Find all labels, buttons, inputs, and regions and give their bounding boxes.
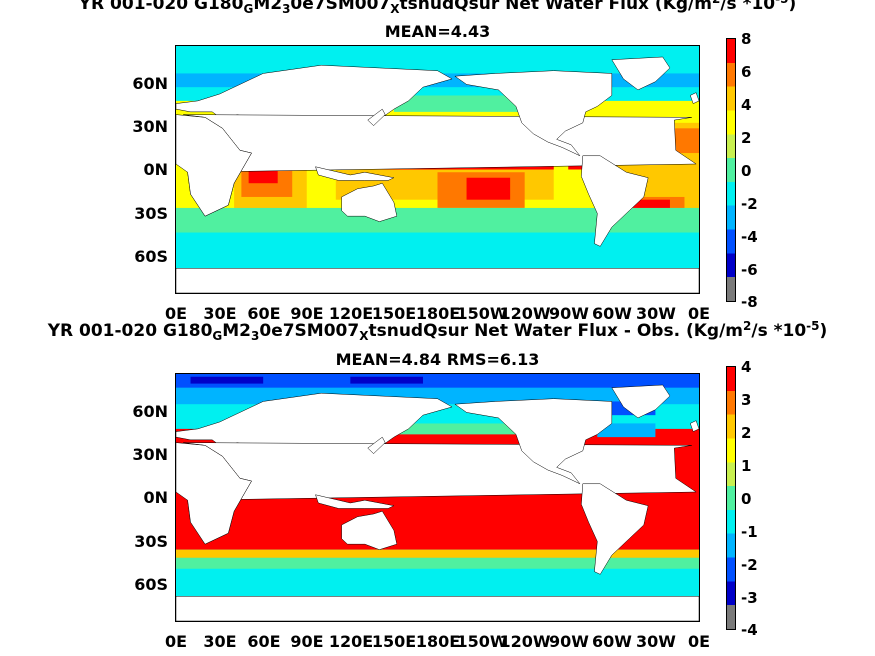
lon-label: 120E	[328, 632, 374, 651]
lon-label: 60W	[592, 304, 632, 323]
panel2-lat-label: 30S	[134, 532, 168, 551]
colorbar-tick: -1	[741, 523, 758, 541]
land-africa-east	[176, 115, 252, 217]
colorbar-tick: -2	[741, 556, 758, 574]
colorbar-tick: 2	[741, 129, 752, 147]
land-japan	[368, 109, 385, 125]
lon-label: 0E	[687, 304, 711, 323]
panel2-lat-label: 60N	[132, 402, 168, 421]
lon-label: 150W	[456, 304, 508, 323]
land-antarctica	[176, 268, 699, 293]
lon-label: 180E	[415, 304, 461, 323]
colorbar-tick: 0	[741, 490, 752, 508]
land-south-america	[581, 156, 648, 247]
panel2-lat-label: 0N	[143, 488, 168, 507]
land-japan	[368, 437, 385, 453]
lon-label: 150W	[456, 632, 508, 651]
land-greenland	[612, 57, 670, 90]
land-north-america	[455, 71, 612, 156]
colorbar-tick: 1	[741, 457, 752, 475]
panel1-colorbar	[726, 38, 736, 302]
flux-field-band	[176, 374, 699, 388]
panel2-title: YR 001-020 G180GM230e7SM007XtsnudQsur Ne…	[47, 319, 828, 343]
land-north-america	[455, 399, 612, 484]
lon-label: 150E	[371, 632, 417, 651]
lon-label: 120W	[499, 632, 551, 651]
land-indonesia	[315, 167, 393, 181]
lon-label: 60E	[247, 304, 281, 323]
colorbar-tick: -4	[741, 228, 758, 246]
colorbar-tick: 4	[741, 358, 752, 376]
panel1-map	[175, 45, 700, 294]
lon-label: 120W	[499, 304, 551, 323]
lon-label: 120E	[328, 304, 374, 323]
colorbar-tick: 8	[741, 30, 752, 48]
lon-label: 30W	[636, 632, 676, 651]
land-indonesia	[315, 495, 393, 509]
lon-label: 90E	[290, 632, 324, 651]
land-uk	[690, 93, 699, 104]
lon-label: 30E	[203, 304, 237, 323]
panel1-lat-label: 30N	[132, 117, 168, 136]
colorbar-tick: 2	[741, 424, 752, 442]
panel1-lat-label: 0N	[143, 160, 168, 179]
colorbar-tick: 0	[741, 162, 752, 180]
land-greenland	[612, 385, 670, 418]
lon-label: 90W	[549, 632, 589, 651]
flux-field-band	[350, 376, 423, 384]
lon-label: 90E	[290, 304, 324, 323]
panel2-lat-label: 30N	[132, 445, 168, 464]
lon-label: 150E	[371, 304, 417, 323]
panel1-lat-label: 60S	[134, 247, 168, 266]
lon-label: 0E	[687, 632, 711, 651]
flux-field-band	[466, 177, 511, 200]
land-south-america	[581, 484, 648, 575]
colorbar-tick: 4	[741, 96, 752, 114]
colorbar-tick: -8	[741, 293, 758, 311]
colorbar-tick: -3	[741, 589, 758, 607]
lon-label: 180E	[415, 632, 461, 651]
flux-field-band	[393, 423, 525, 435]
land-antarctica	[176, 596, 699, 621]
colorbar-tick: -2	[741, 195, 758, 213]
flux-field-band	[393, 95, 525, 112]
flux-field-band	[176, 557, 699, 569]
lon-label: 90W	[549, 304, 589, 323]
lon-label: 0E	[164, 304, 188, 323]
colorbar-tick: 6	[741, 63, 752, 81]
panel2-lat-label: 60S	[134, 575, 168, 594]
panel1-title: YR 001-020 G180GM230e7SM007XtsnudQsur Ne…	[78, 0, 797, 16]
lon-label: 30E	[203, 632, 237, 651]
lon-label: 60W	[592, 632, 632, 651]
land-uk	[690, 421, 699, 432]
panel1-lat-label: 60N	[132, 74, 168, 93]
lon-label: 0E	[164, 632, 188, 651]
panel2-colorbar	[726, 366, 736, 630]
colorbar-tick: -6	[741, 261, 758, 279]
panel2-map	[175, 373, 700, 622]
panel1-subtitle: MEAN=4.43	[384, 22, 491, 41]
flux-field-band	[176, 549, 699, 558]
land-australia	[342, 511, 397, 549]
panel1-lat-label: 30S	[134, 204, 168, 223]
land-africa-east	[176, 443, 252, 545]
colorbar-tick: 3	[741, 391, 752, 409]
panel2-subtitle: MEAN=4.84 RMS=6.13	[335, 350, 540, 369]
lon-label: 30W	[636, 304, 676, 323]
colorbar-tick: -4	[741, 621, 758, 639]
land-australia	[342, 183, 397, 221]
flux-field-band	[597, 423, 656, 438]
lon-label: 60E	[247, 632, 281, 651]
flux-field-band	[190, 376, 264, 384]
